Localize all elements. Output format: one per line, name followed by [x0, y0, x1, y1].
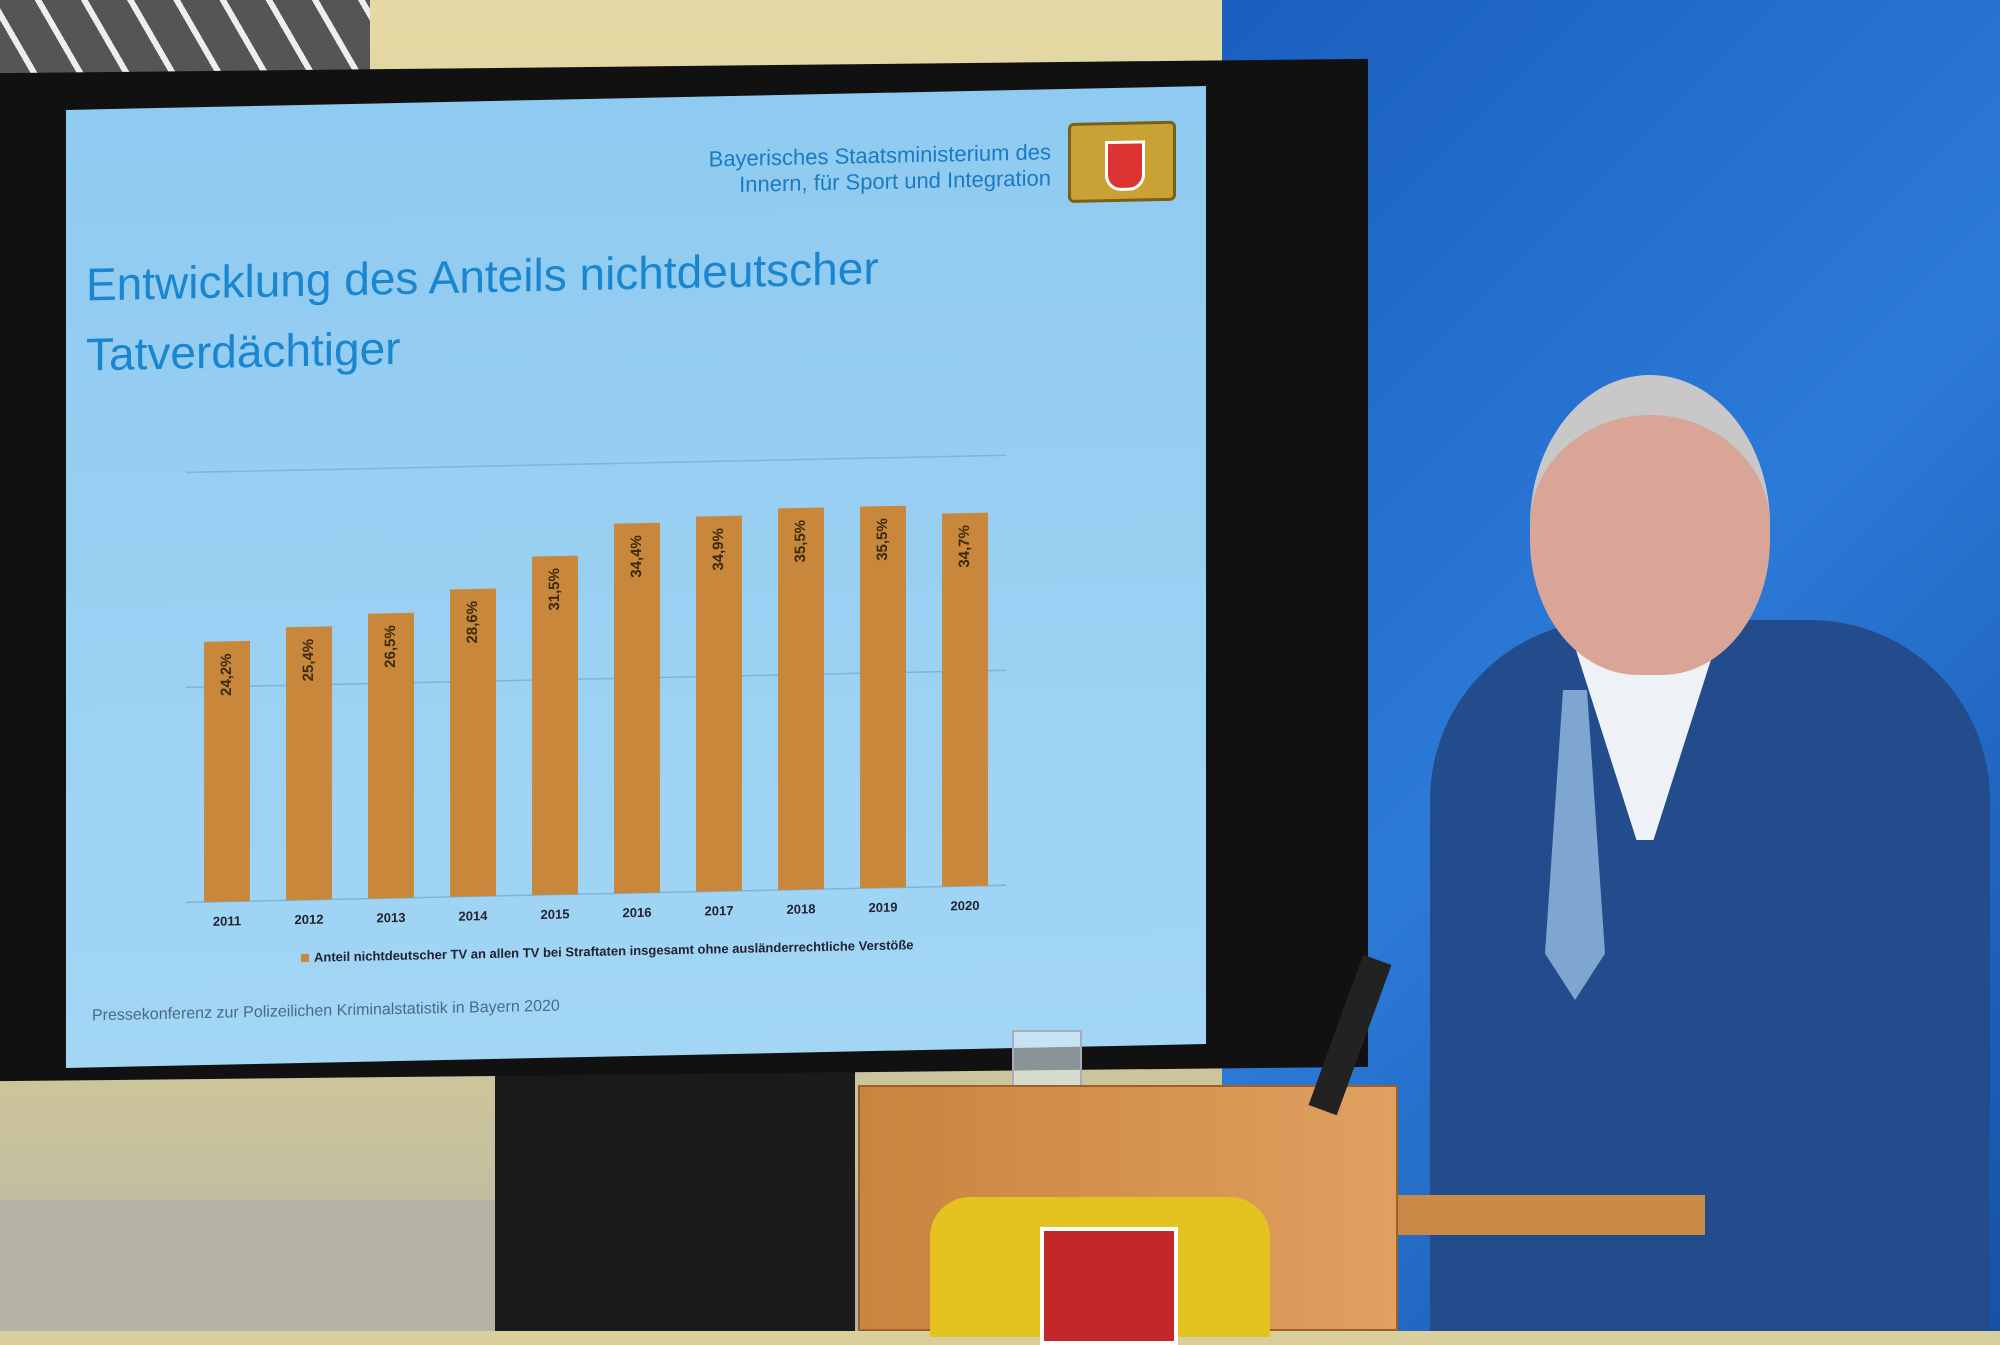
- water-glass: [1012, 1030, 1082, 1090]
- bar-chart: 24,2% 2011 25,4% 2012 26,5% 2013 28,6% 2014 31,5…: [186, 454, 1006, 965]
- monitor-stand: [495, 1060, 855, 1331]
- bar: [942, 512, 988, 887]
- data-label: 24,2%: [218, 653, 235, 696]
- data-label: 34,9%: [710, 528, 727, 571]
- podium-crest: [930, 1197, 1270, 1345]
- presentation-slide: Bayerisches Staatsministerium des Innern…: [66, 86, 1206, 1068]
- bar: [286, 626, 332, 901]
- bar: [778, 507, 824, 891]
- bar: [614, 522, 660, 894]
- lectern-desk: [1395, 1195, 1705, 1235]
- data-label: 25,4%: [300, 639, 317, 682]
- data-label: 26,5%: [382, 625, 399, 668]
- data-label: 31,5%: [546, 568, 563, 611]
- bavarian-crest-logo: [1068, 120, 1176, 203]
- bar: [532, 555, 578, 896]
- x-tick-label: 2019: [869, 900, 898, 916]
- bar: [204, 640, 250, 903]
- gridline: [186, 454, 1006, 474]
- ministry-name: Bayerisches Staatsministerium des Innern…: [709, 139, 1051, 198]
- data-label: 34,4%: [628, 535, 645, 578]
- speaker-head: [1530, 375, 1770, 675]
- bar: [450, 588, 496, 897]
- x-tick-label: 2017: [705, 903, 734, 919]
- x-tick-label: 2016: [623, 905, 652, 921]
- x-tick-label: 2020: [951, 898, 980, 914]
- bar: [368, 612, 414, 899]
- data-label: 34,7%: [956, 525, 973, 568]
- legend-label: Anteil nichtdeutscher TV an allen TV bei…: [314, 937, 914, 965]
- data-label: 35,5%: [874, 518, 891, 561]
- bar: [696, 515, 742, 892]
- x-tick-label: 2014: [459, 908, 489, 924]
- data-label: 28,6%: [464, 601, 481, 644]
- x-tick-label: 2018: [787, 901, 816, 917]
- x-tick-label: 2015: [541, 906, 570, 922]
- bar: [860, 505, 906, 889]
- legend-swatch: [301, 953, 309, 963]
- podium: [858, 1085, 1398, 1345]
- data-label: 35,5%: [792, 520, 809, 563]
- slide-title: Entwicklung des Anteils nichtdeutscher T…: [86, 233, 879, 390]
- x-tick-label: 2012: [295, 912, 324, 928]
- x-tick-label: 2011: [213, 913, 241, 929]
- x-tick-label: 2013: [377, 910, 406, 926]
